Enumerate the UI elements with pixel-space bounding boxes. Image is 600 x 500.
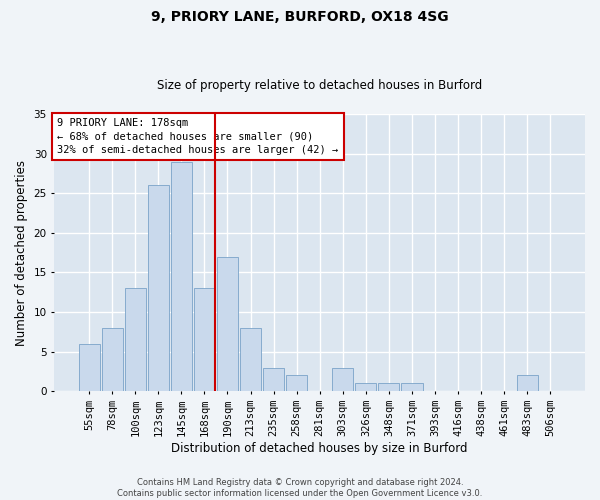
- Bar: [101, 328, 123, 392]
- Bar: [148, 186, 169, 392]
- Bar: [79, 344, 100, 392]
- Bar: [332, 368, 353, 392]
- Bar: [171, 162, 192, 392]
- Bar: [263, 368, 284, 392]
- Title: Size of property relative to detached houses in Burford: Size of property relative to detached ho…: [157, 79, 482, 92]
- Bar: [401, 384, 422, 392]
- Bar: [378, 384, 400, 392]
- Bar: [217, 256, 238, 392]
- Y-axis label: Number of detached properties: Number of detached properties: [15, 160, 28, 346]
- Bar: [517, 376, 538, 392]
- Bar: [240, 328, 261, 392]
- Text: 9, PRIORY LANE, BURFORD, OX18 4SG: 9, PRIORY LANE, BURFORD, OX18 4SG: [151, 10, 449, 24]
- X-axis label: Distribution of detached houses by size in Burford: Distribution of detached houses by size …: [172, 442, 468, 455]
- Text: Contains HM Land Registry data © Crown copyright and database right 2024.
Contai: Contains HM Land Registry data © Crown c…: [118, 478, 482, 498]
- Bar: [355, 384, 376, 392]
- Text: 9 PRIORY LANE: 178sqm
← 68% of detached houses are smaller (90)
32% of semi-deta: 9 PRIORY LANE: 178sqm ← 68% of detached …: [57, 118, 338, 154]
- Bar: [125, 288, 146, 392]
- Bar: [194, 288, 215, 392]
- Bar: [286, 376, 307, 392]
